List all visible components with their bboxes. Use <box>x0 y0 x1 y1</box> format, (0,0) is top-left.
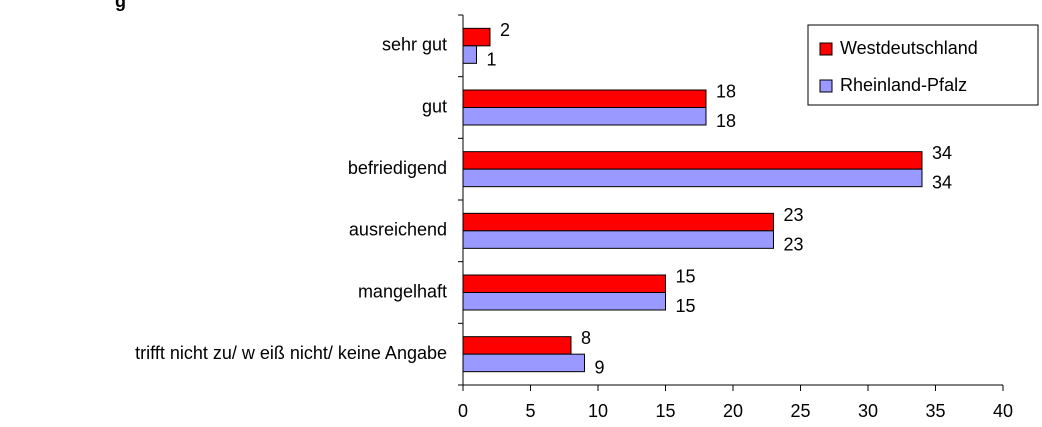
value-label: 34 <box>932 173 952 193</box>
x-tick-label: 5 <box>525 401 535 421</box>
legend-label: Rheinland-Pfalz <box>840 75 967 95</box>
legend-label: Westdeutschland <box>840 38 978 58</box>
y-tick-label: sehr gut <box>382 35 447 55</box>
x-tick-label: 10 <box>588 401 608 421</box>
bar <box>462 292 666 311</box>
x-tick-label: 40 <box>993 401 1013 421</box>
legend-box <box>807 24 1039 106</box>
value-label: 2 <box>500 20 510 40</box>
value-label: 34 <box>932 143 952 163</box>
y-tick-label: mangelhaft <box>358 281 447 301</box>
y-tick-label: befriedigend <box>348 158 447 178</box>
value-label: 23 <box>784 234 804 254</box>
bar <box>462 107 707 126</box>
value-label: 18 <box>716 82 736 102</box>
value-label: 18 <box>716 111 736 131</box>
bar <box>462 27 491 47</box>
x-tick-label: 20 <box>723 401 743 421</box>
value-label: 9 <box>595 358 605 378</box>
y-tick-label: ausreichend <box>349 220 447 240</box>
bar <box>462 45 477 64</box>
y-tick-label: gut <box>422 96 447 116</box>
bar <box>462 230 774 249</box>
y-tick-label: trifft nicht zu/ w eiß nicht/ keine Anga… <box>135 343 447 363</box>
bar <box>462 151 923 170</box>
x-tick-label: 15 <box>655 401 675 421</box>
bar <box>462 212 774 232</box>
value-label: 8 <box>581 328 591 348</box>
x-tick-label: 30 <box>858 401 878 421</box>
bar <box>462 336 572 355</box>
value-label: 23 <box>784 205 804 225</box>
x-tick-label: 35 <box>925 401 945 421</box>
bar <box>462 168 923 188</box>
bar <box>462 353 585 373</box>
bar <box>462 274 666 293</box>
bar <box>462 89 707 108</box>
value-label: 15 <box>676 296 696 316</box>
chart-title: g <box>115 0 126 11</box>
value-label: 15 <box>676 267 696 287</box>
value-label: 1 <box>487 49 497 69</box>
legend-swatch <box>819 79 833 93</box>
x-tick-label: 25 <box>790 401 810 421</box>
legend-swatch <box>819 42 833 56</box>
x-tick-label: 0 <box>458 401 468 421</box>
